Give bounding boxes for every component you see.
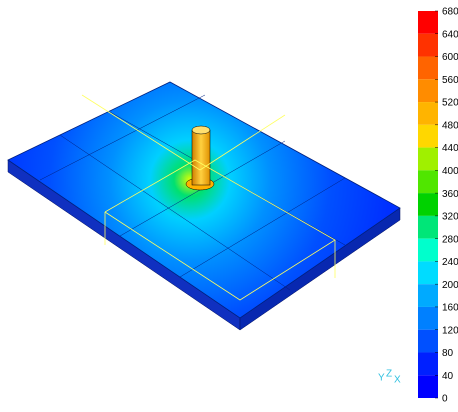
- triad-label: X: [394, 375, 401, 386]
- legend-label: 600: [442, 52, 458, 63]
- legend-band: [418, 125, 438, 148]
- legend-band: [418, 284, 438, 307]
- viewport: Y Z X 6806406005605204804404003603202802…: [0, 0, 458, 407]
- legend-band: [418, 57, 438, 80]
- legend-label: 560: [442, 75, 458, 86]
- legend-band: [418, 34, 438, 57]
- triad-label: Z: [386, 369, 392, 380]
- triad: Y Z X: [378, 369, 401, 386]
- legend-label: 0: [442, 394, 448, 405]
- legend-band: [418, 330, 438, 353]
- triad-label: Y: [378, 373, 385, 384]
- legend-band: [418, 375, 438, 398]
- legend-label: 480: [442, 120, 458, 131]
- legend-band: [418, 352, 438, 375]
- legend-band: [418, 261, 438, 284]
- legend-band: [418, 307, 438, 330]
- legend-band: [418, 239, 438, 262]
- legend-band: [418, 11, 438, 34]
- plate: [8, 82, 400, 330]
- legend-label: 160: [442, 303, 458, 314]
- legend-label: 520: [442, 98, 458, 109]
- legend-label: 320: [442, 212, 458, 223]
- legend-label: 280: [442, 234, 458, 245]
- legend-label: 640: [442, 29, 458, 40]
- legend-label: 440: [442, 143, 458, 154]
- legend-label: 360: [442, 189, 458, 200]
- legend-label: 40: [442, 371, 454, 382]
- legend-band: [418, 216, 438, 239]
- legend-band: [418, 193, 438, 216]
- legend-label: 400: [442, 166, 458, 177]
- legend-label: 680: [442, 7, 458, 18]
- legend-label: 80: [442, 348, 454, 359]
- legend-band: [418, 79, 438, 102]
- legend-label: 120: [442, 325, 458, 336]
- legend-label: 200: [442, 280, 458, 291]
- legend-band: [418, 170, 438, 193]
- legend: 6806406005605204804404003603202802402001…: [418, 7, 458, 405]
- legend-band: [418, 148, 438, 171]
- legend-label: 240: [442, 257, 458, 268]
- legend-band: [418, 102, 438, 125]
